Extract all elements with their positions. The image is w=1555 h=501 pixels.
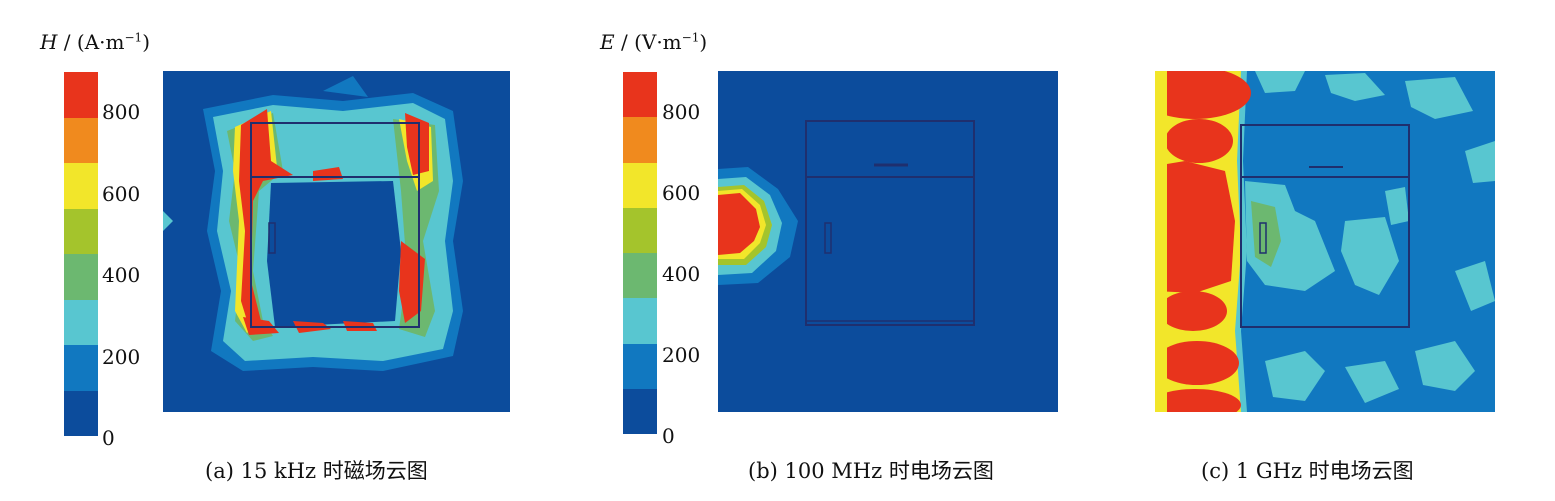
- colorbar-a-tick-600: 600: [102, 182, 141, 206]
- caption-b: (b) 100 MHz 时电场云图: [748, 459, 994, 483]
- colorbar-a: [64, 72, 98, 436]
- colorbar-level-1: [64, 117, 98, 163]
- colorbar-a-tick-800: 800: [102, 100, 141, 124]
- caption-c: (c) 1 GHz 时电场云图: [1201, 459, 1414, 483]
- colorbar-level-4: [623, 253, 657, 299]
- colorbar-level-5: [623, 298, 657, 344]
- field-map-a: [163, 71, 510, 412]
- colorbar-b-tick-600: 600: [662, 181, 701, 205]
- colorbar-level-7: [64, 390, 98, 436]
- colorbar-b: [623, 72, 657, 434]
- field-map-b: [718, 71, 1058, 412]
- colorbar-b-tick-200: 200: [662, 343, 701, 367]
- colorbar-level-6: [64, 345, 98, 391]
- colorbar-b-tick-0: 0: [662, 424, 675, 448]
- colorbar-level-2: [623, 162, 657, 208]
- colorbar-a-tick-400: 400: [102, 263, 141, 287]
- colorbar-level-5: [64, 299, 98, 345]
- colorbar-b-tick-400: 400: [662, 262, 701, 286]
- colorbar-a-tick-0: 0: [102, 426, 115, 450]
- colorbar-level-2: [64, 163, 98, 209]
- colorbar-a-tick-200: 200: [102, 345, 141, 369]
- colorbar-b-tick-800: 800: [662, 100, 701, 124]
- colorbar-level-4: [64, 254, 98, 300]
- colorbar-a-title: H / (A·m−1): [40, 30, 150, 54]
- caption-a: (a) 15 kHz 时磁场云图: [205, 459, 428, 483]
- field-map-c: [1155, 71, 1495, 412]
- colorbar-b-title: E / (V·m−1): [600, 30, 708, 54]
- colorbar-level-3: [64, 208, 98, 254]
- colorbar-level-3: [623, 207, 657, 253]
- colorbar-level-1: [623, 117, 657, 163]
- colorbar-level-7: [623, 388, 657, 434]
- colorbar-level-6: [623, 343, 657, 389]
- colorbar-level-0: [623, 72, 657, 118]
- colorbar-level-0: [64, 72, 98, 118]
